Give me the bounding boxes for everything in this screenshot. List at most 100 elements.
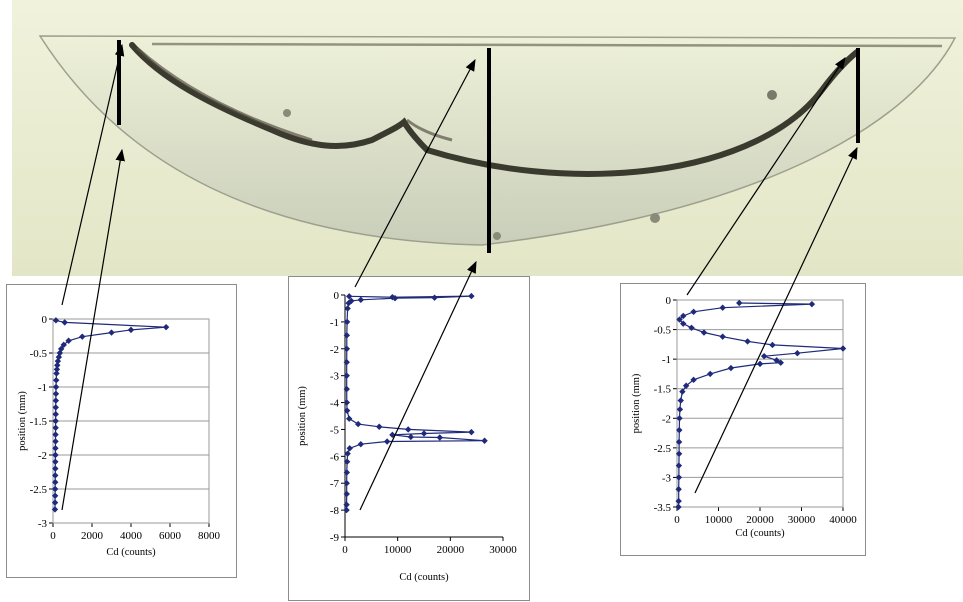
data-point: [343, 480, 350, 487]
data-point: [52, 417, 59, 425]
data-point: [357, 296, 364, 304]
x-tick-label: 20000: [437, 544, 465, 556]
data-point: [736, 299, 743, 307]
data-point: [52, 445, 59, 452]
data-point: [344, 450, 351, 457]
data-point: [354, 420, 362, 428]
data-point: [52, 438, 59, 445]
data-point: [760, 352, 768, 360]
data-point: [52, 472, 59, 479]
x-tick-label: 10000: [384, 544, 412, 556]
y-tick-label: -3: [38, 518, 48, 530]
bubble-1: [283, 109, 291, 117]
x-tick-label: 0: [50, 530, 56, 542]
data-point: [56, 349, 64, 357]
data-point: [431, 294, 438, 301]
data-point: [676, 406, 684, 413]
data-point: [51, 485, 59, 493]
data-point: [52, 458, 59, 465]
plot-frame: [676, 299, 844, 508]
y-tick-label: -1: [330, 317, 339, 329]
x-tick-label: 8000: [198, 530, 221, 542]
y-tick-label: -5: [330, 424, 340, 436]
y-tick-label: 0: [42, 314, 48, 326]
data-point: [346, 415, 353, 422]
y-tick-label: -0.5: [654, 325, 672, 337]
data-point: [808, 300, 816, 308]
data-point: [127, 326, 135, 334]
data-point: [61, 319, 68, 326]
data-point: [675, 486, 682, 493]
x-tick-label: 4000: [120, 530, 143, 542]
data-point: [376, 423, 383, 430]
lens-cross-section-image: [12, 0, 963, 276]
data-point: [679, 388, 686, 395]
data-point: [680, 320, 687, 327]
y-tick-label: -2: [38, 450, 47, 462]
data-point: [52, 465, 59, 472]
data-point: [52, 431, 59, 438]
data-point: [346, 293, 353, 300]
data-point: [676, 316, 683, 323]
y-axis-label: position (mm): [297, 386, 308, 446]
data-point: [343, 345, 351, 352]
y-tick-label: -2.5: [654, 443, 672, 455]
data-point: [675, 503, 682, 511]
data-point: [343, 469, 351, 476]
data-point: [682, 382, 690, 389]
data-point: [52, 397, 60, 404]
data-point: [468, 292, 475, 300]
data-point: [343, 399, 351, 406]
y-tick-label: -8: [330, 505, 340, 517]
data-point: [52, 411, 59, 418]
data-point: [162, 323, 170, 331]
y-tick-label: 0: [334, 290, 340, 302]
series-line: [54, 319, 167, 510]
data-point: [468, 428, 475, 436]
data-point: [675, 497, 682, 505]
x-tick-label: 6000: [159, 530, 182, 542]
data-point: [839, 345, 847, 352]
y-tick-label: -7: [330, 478, 340, 490]
data-point: [420, 430, 428, 437]
chart-panel-right: 0 -0.5 -1 -1.5 -2 -2.5 -3 -3.5 0 10000 20000 30000 4…: [620, 283, 866, 556]
data-point: [52, 451, 59, 459]
x-tick-label: 40000: [829, 514, 857, 526]
y-tick-label: -9: [330, 532, 340, 544]
y-tick-label: -4: [330, 398, 340, 410]
data-point: [344, 305, 351, 312]
data-point: [357, 441, 364, 448]
data-point: [343, 359, 350, 366]
y-tick-label: -2: [330, 344, 339, 356]
x-tick-label: 10000: [705, 514, 733, 526]
data-point: [345, 299, 352, 307]
data-point: [727, 364, 735, 372]
data-point: [436, 434, 443, 441]
data-point: [343, 385, 350, 393]
data-point: [405, 426, 412, 433]
bubble-3: [493, 232, 501, 240]
data-point: [700, 329, 708, 336]
y-tick-label: -3: [662, 472, 672, 484]
data-point: [53, 377, 60, 384]
data-point: [794, 350, 801, 357]
x-axis-label: Cd (counts): [399, 572, 449, 583]
data-point: [52, 317, 60, 324]
y-axis-label: position (mm): [631, 373, 642, 433]
data-point: [383, 438, 391, 445]
data-point: [719, 304, 726, 311]
y-tick-label: -2.5: [30, 484, 48, 496]
data-point: [54, 357, 62, 365]
lens-cross-section-photo: [12, 0, 963, 276]
data-point: [52, 479, 59, 486]
chart-right: 0-0.5-1-1.5-2-2.5-3-3.50 10000 20000 30000 4…: [631, 295, 857, 539]
data-point: [343, 332, 351, 339]
x-tick-label: 30000: [788, 514, 816, 526]
x-tick-label: 0: [674, 514, 680, 526]
data-point: [719, 333, 726, 340]
data-point: [756, 360, 764, 368]
top-surface-band: [151, 42, 943, 48]
data-point: [690, 308, 697, 316]
data-point: [51, 492, 59, 499]
